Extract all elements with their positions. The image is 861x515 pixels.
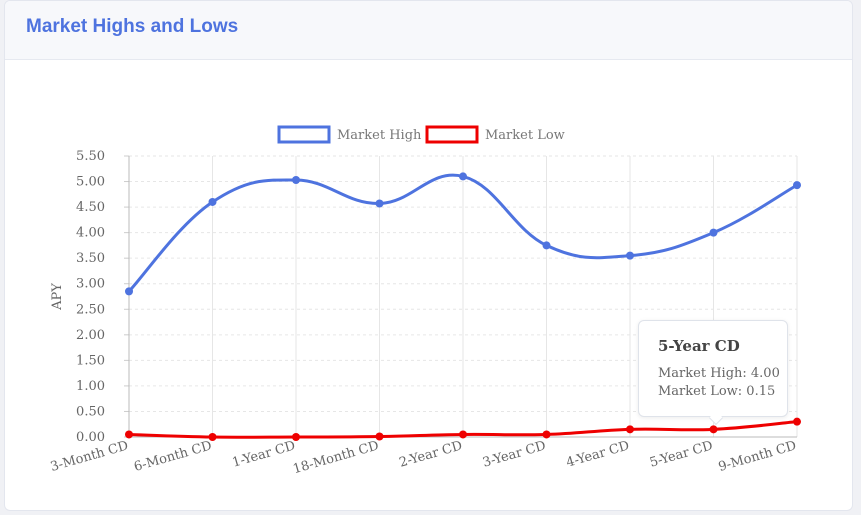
card-header xyxy=(5,1,852,60)
page-title: Market Highs and Lows xyxy=(26,16,239,37)
legend-swatch xyxy=(277,125,331,144)
data-point xyxy=(793,181,801,190)
data-point xyxy=(375,432,384,441)
y-tick-label: 1.00 xyxy=(76,379,105,394)
data-point xyxy=(208,197,217,206)
data-point xyxy=(709,425,718,434)
y-tick-label: 0.50 xyxy=(76,404,105,419)
y-tick-label: 3.00 xyxy=(76,277,105,292)
y-tick-label: 2.50 xyxy=(76,302,105,317)
chart-tooltip: 5-Year CD Market High: 4.00 Market Low: … xyxy=(638,320,788,417)
y-tick-label: 4.50 xyxy=(76,200,105,215)
tooltip-line-low: Market Low: 0.15 xyxy=(658,384,776,399)
data-point xyxy=(125,287,133,296)
data-point xyxy=(709,228,718,237)
y-tick-label: 2.00 xyxy=(76,328,105,343)
data-point xyxy=(793,417,801,426)
data-point xyxy=(459,172,467,181)
x-tick-label: 18-Month CD xyxy=(291,438,380,477)
data-point xyxy=(292,176,300,185)
y-tick-label: 5.00 xyxy=(76,175,105,190)
x-tick-label: 5-Year CD xyxy=(648,438,714,470)
data-point xyxy=(626,425,634,434)
x-tick-label: 4-Year CD xyxy=(565,438,631,470)
data-point xyxy=(542,241,551,250)
y-tick-label: 0.00 xyxy=(76,430,105,445)
data-point xyxy=(459,430,467,439)
y-tick-label: 5.50 xyxy=(76,149,105,164)
legend-label: Market High xyxy=(337,128,422,143)
legend-label: Market Low xyxy=(485,128,565,143)
y-tick-label: 4.00 xyxy=(76,226,105,241)
data-point xyxy=(542,430,551,439)
x-tick-label: 2-Year CD xyxy=(398,438,464,470)
data-point xyxy=(125,430,133,439)
tooltip-title: 5-Year CD xyxy=(658,337,740,355)
data-point xyxy=(208,433,217,441)
y-tick-label: 1.50 xyxy=(76,353,105,368)
x-tick-label: 3-Year CD xyxy=(481,438,547,470)
tooltip-line-high: Market High: 4.00 xyxy=(658,366,780,381)
chart-card xyxy=(4,0,853,511)
data-point xyxy=(626,251,634,260)
data-point xyxy=(292,433,300,441)
x-tick-label: 6-Month CD xyxy=(132,438,213,475)
data-point xyxy=(375,199,384,208)
x-tick-label: 1-Year CD xyxy=(231,438,297,470)
x-tick-label: 9-Month CD xyxy=(717,438,798,475)
y-tick-label: 3.50 xyxy=(76,251,105,266)
legend-swatch xyxy=(425,125,479,144)
y-axis-label: APY xyxy=(50,283,65,311)
